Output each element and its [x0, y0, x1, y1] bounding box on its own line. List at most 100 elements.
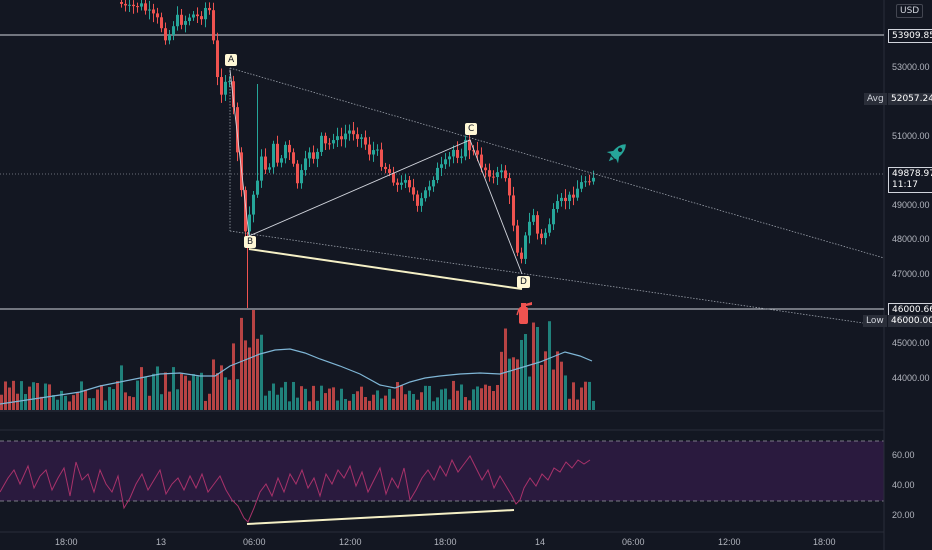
pattern-label-d[interactable]: D	[517, 276, 530, 288]
volume-bar	[364, 397, 367, 410]
volume-bar	[96, 389, 99, 410]
candle-body	[300, 170, 303, 184]
volume-bar	[572, 382, 575, 410]
last-price-tag: 49878.97 11:17	[888, 167, 932, 193]
volume-ma-line	[0, 348, 593, 405]
candle-body	[312, 152, 315, 159]
last-price-value: 49878.97	[892, 169, 932, 179]
volume-bar	[68, 401, 71, 410]
volume-bar	[40, 396, 43, 410]
candle-body	[120, 2, 123, 4]
volume-bar	[404, 394, 407, 410]
volume-bar	[424, 385, 427, 410]
candle-body	[428, 186, 431, 191]
pattern-label-a[interactable]: A	[225, 54, 238, 66]
volume-bar	[476, 386, 479, 410]
time-tick: 06:00	[243, 537, 266, 547]
volume-bar	[224, 377, 227, 410]
candle-body	[220, 77, 223, 95]
fire-extinguisher-icon[interactable]	[516, 302, 532, 324]
candle-body	[272, 143, 275, 168]
candle-body	[344, 133, 347, 140]
volume-bar	[76, 392, 79, 410]
abcd-pattern[interactable]	[229, 69, 523, 275]
candle-body	[256, 180, 259, 195]
volume-bar	[328, 388, 331, 410]
volume-bar	[56, 399, 59, 410]
candle-body	[540, 233, 543, 239]
volume-bar	[420, 392, 423, 410]
volume-bar	[580, 387, 583, 410]
volume-bar	[64, 395, 67, 410]
pattern-label-b[interactable]: B	[244, 236, 257, 248]
volume-bar	[244, 340, 247, 410]
channel-upper-line[interactable]	[229, 67, 885, 259]
candle-body	[184, 21, 187, 25]
volume-bar	[0, 394, 3, 410]
volume-bar	[180, 373, 183, 410]
rocket-icon[interactable]	[603, 139, 631, 167]
volume-bar	[268, 390, 271, 410]
price-divergence-line[interactable]	[248, 248, 523, 290]
volume-bar	[256, 338, 259, 410]
volume-bar	[60, 390, 63, 410]
volume-bar	[368, 400, 371, 410]
candle-body	[576, 188, 579, 198]
candle-body	[476, 150, 479, 155]
volume-bar	[264, 395, 267, 410]
upper-line-price-tag[interactable]: 53909.85	[888, 29, 932, 43]
candle-body	[396, 182, 399, 185]
volume-bar	[164, 372, 167, 410]
price-tick: 48000.00	[892, 234, 930, 244]
candle-body	[552, 209, 555, 225]
channel-lower-line[interactable]	[229, 230, 885, 327]
time-tick: 12:00	[339, 537, 362, 547]
candle-body	[188, 17, 191, 22]
time-tick: 18:00	[434, 537, 457, 547]
candle-body	[372, 150, 375, 155]
volume-bar	[248, 347, 251, 410]
volume-bar	[392, 398, 395, 410]
volume-bar	[576, 399, 579, 410]
volume-bar	[92, 398, 95, 410]
volume-bar	[464, 397, 467, 410]
candle-body	[388, 169, 391, 173]
candle-body	[564, 197, 567, 202]
volume-bar	[568, 398, 571, 410]
volume-bar	[508, 358, 511, 410]
volume-bar	[348, 400, 351, 410]
candle-body	[512, 195, 515, 226]
candle-body	[500, 170, 503, 173]
volume-bar	[592, 400, 595, 410]
volume-bar	[448, 399, 451, 410]
volume-bar	[456, 390, 459, 410]
volume-bar	[376, 390, 379, 410]
price-tick: 49000.00	[892, 200, 930, 210]
volume-bar	[556, 351, 559, 410]
volume-bar	[304, 388, 307, 410]
candle-body	[380, 149, 383, 167]
candle-body	[472, 150, 475, 152]
volume-bar	[308, 401, 311, 410]
candle-body	[524, 235, 527, 259]
volume-bar	[560, 361, 563, 410]
candle-body	[136, 6, 139, 8]
candle-body	[192, 14, 195, 18]
volume-bar	[400, 385, 403, 410]
candle-body	[236, 107, 239, 153]
pattern-label-c[interactable]: C	[465, 123, 478, 135]
avg-label-tag: Avg	[864, 93, 887, 105]
price-tick: 47000.00	[892, 269, 930, 279]
volume-bar	[552, 369, 555, 410]
candle-body	[464, 139, 467, 157]
volume-bar	[8, 387, 11, 410]
volume-bar	[360, 386, 363, 410]
rsi-divergence-line[interactable]	[246, 509, 515, 525]
bar-countdown: 11:17	[892, 180, 918, 190]
candle-body	[592, 177, 595, 182]
candle-body	[488, 170, 491, 177]
currency-button[interactable]: USD	[896, 4, 924, 18]
volume-bar	[36, 382, 39, 410]
time-tick: 14	[535, 537, 546, 547]
